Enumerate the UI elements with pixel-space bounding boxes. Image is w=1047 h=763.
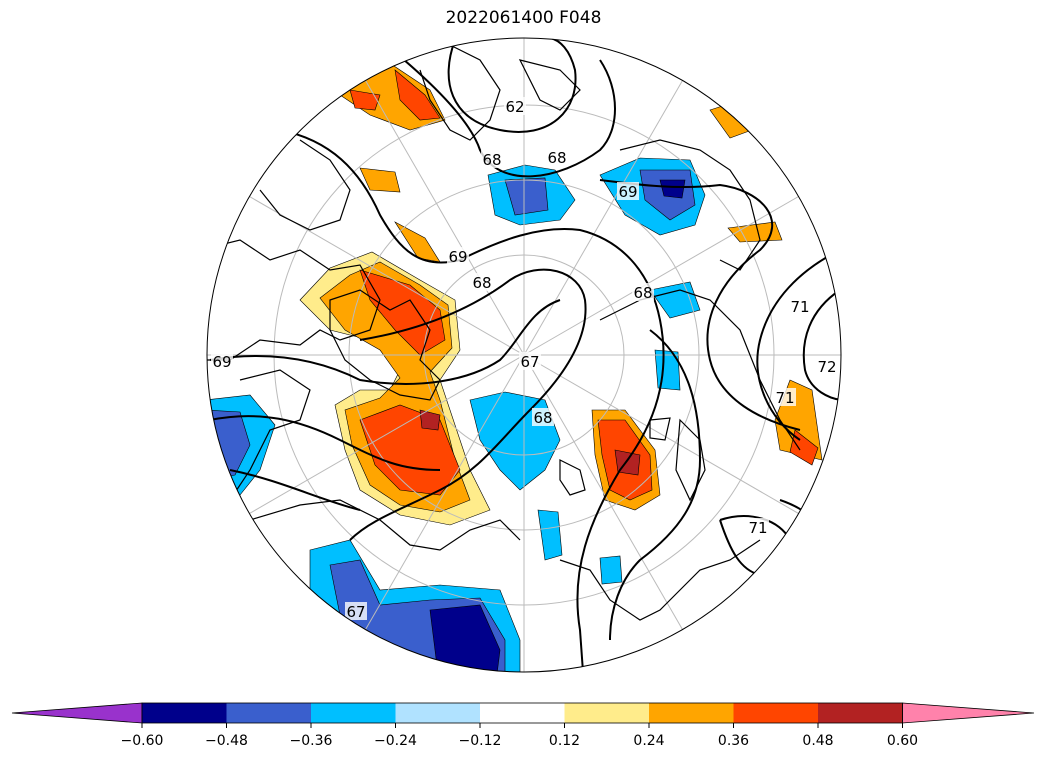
- contour-label: 71: [748, 519, 767, 537]
- colorbar-tick-label: 0.24: [633, 733, 664, 749]
- contour-line: [379, 39, 616, 178]
- contour-label: 68: [472, 274, 491, 292]
- graticule: [207, 38, 841, 672]
- contour-label: 67: [520, 353, 539, 371]
- anomaly-warm-region: [349, 89, 381, 111]
- contour-line: [447, 38, 577, 133]
- colorbar-tick-label: −0.48: [205, 733, 248, 749]
- colorbar-segment: [818, 703, 903, 723]
- colorbar-tick-label: 0.60: [887, 733, 918, 749]
- colorbar-tick-label: 0.12: [549, 733, 580, 749]
- contour-label: 69: [618, 183, 637, 201]
- meridian-line: [237, 354, 525, 521]
- colorbar-tick-label: 0.36: [718, 733, 749, 749]
- anomaly-warm-region: [359, 269, 446, 356]
- colorbar-tick-label: −0.12: [459, 733, 502, 749]
- contour-line: [349, 268, 587, 541]
- contour-line: [209, 299, 561, 385]
- coastline: [649, 417, 671, 441]
- anomaly-cold-region: [654, 349, 681, 391]
- coastline: [518, 59, 581, 111]
- anomaly-cold-region: [649, 281, 701, 319]
- meridian-line: [523, 68, 690, 356]
- map-boundary: [206, 37, 842, 673]
- colorbar-extend-min: [11, 702, 143, 724]
- anomaly-cold-region: [504, 177, 549, 216]
- contour-label: 72: [817, 358, 836, 376]
- contour-label: 68: [547, 149, 566, 167]
- coastline: [207, 239, 381, 361]
- contour-line: [279, 129, 665, 672]
- contour-label: 68: [633, 284, 652, 302]
- contour-line: [229, 469, 361, 511]
- coastline: [419, 39, 501, 141]
- contour-label: 69: [212, 353, 231, 371]
- colorbar-tick-label: 0.48: [802, 733, 833, 749]
- coastline: [559, 459, 586, 496]
- contour-label: 69: [448, 248, 467, 266]
- map-title: 2022061400 F048: [445, 8, 602, 28]
- colorbar-tick-label: −0.36: [290, 733, 333, 749]
- meridian-line: [358, 68, 525, 356]
- colorbar-tick-label: −0.24: [374, 733, 417, 749]
- anomaly-warm-region: [394, 69, 441, 121]
- contour-line: [599, 179, 801, 431]
- contour-label: 71: [790, 298, 809, 316]
- colorbar-segment: [142, 703, 227, 723]
- anomaly-warm-region: [419, 409, 441, 431]
- anomaly-warm-region: [359, 167, 401, 193]
- meridian-line: [523, 354, 811, 521]
- meridian-line: [523, 354, 690, 642]
- contour-label: 68: [533, 409, 552, 427]
- contour-label: 67: [346, 603, 365, 621]
- meridian-line: [523, 189, 811, 356]
- colorbar-segment: [733, 703, 818, 723]
- contour-line: [609, 329, 702, 641]
- colorbar-tick-label: −0.60: [121, 733, 164, 749]
- contour-line: [209, 415, 441, 471]
- colorbar-segment: [226, 703, 311, 723]
- colorbar-segment: [564, 703, 649, 723]
- colorbar-segment: [649, 703, 734, 723]
- contour-line: [756, 249, 841, 441]
- contour-label: 71: [775, 389, 794, 407]
- colorbar-extend-max: [902, 702, 1035, 724]
- contour-label: 62: [505, 98, 524, 116]
- colorbar-segment: [395, 703, 480, 723]
- coastlines: [207, 39, 801, 621]
- coastline: [259, 139, 351, 231]
- coastline: [249, 499, 521, 551]
- contour-label: 68: [482, 151, 501, 169]
- polar-map: 62 68 68 69 68 68 67 68 69 71 72 71 71 67 69: [206, 37, 842, 673]
- meridian-line: [358, 354, 525, 642]
- anomaly-cold-region: [599, 555, 623, 585]
- colorbar-segment: [480, 703, 565, 723]
- coastline: [559, 539, 761, 621]
- anomaly-cold-region: [537, 509, 563, 561]
- anomaly-cold-region: [659, 179, 686, 199]
- contour-line: [802, 289, 841, 401]
- coastline: [329, 289, 441, 401]
- colorbar-segment: [311, 703, 396, 723]
- contour-labels: 62 68 68 69 68 68 67 68 69 71 72 71 71 67 69: [211, 97, 838, 621]
